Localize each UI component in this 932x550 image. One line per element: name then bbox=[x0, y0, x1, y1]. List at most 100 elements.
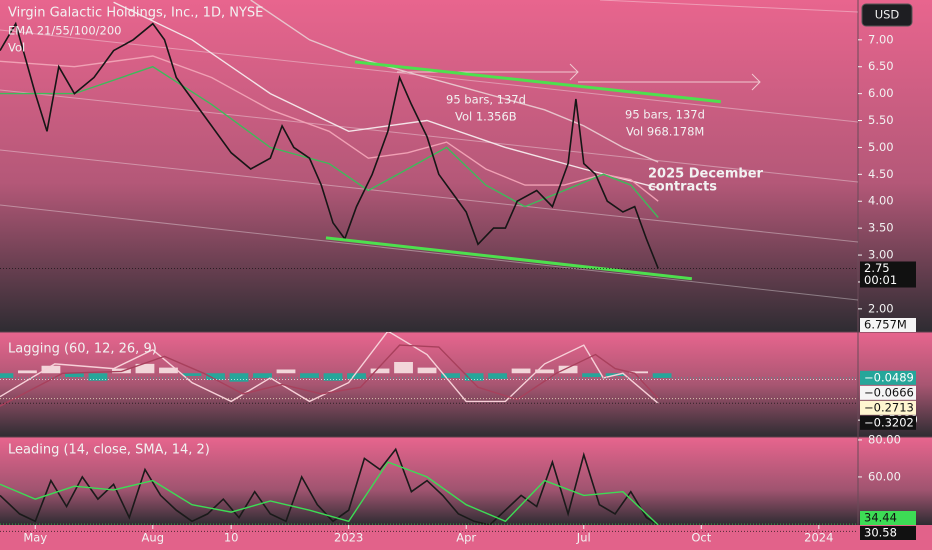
x-tick-label: 10 bbox=[224, 531, 239, 545]
series-line bbox=[0, 332, 659, 404]
histogram-bar bbox=[182, 373, 202, 377]
y-tick-label: 60.00 bbox=[868, 469, 901, 483]
indicator-label: EMA 21/55/100/200 bbox=[8, 24, 122, 38]
price-tag-label: −0.2713 bbox=[864, 400, 914, 414]
price-tag-label: 2.75 bbox=[864, 261, 890, 275]
annotation: contracts bbox=[648, 180, 717, 195]
histogram-bar bbox=[65, 373, 84, 377]
series-line bbox=[0, 447, 659, 525]
arrow-head bbox=[751, 73, 761, 91]
price-tag-label: 34.44 bbox=[864, 511, 897, 525]
x-tick-label: Aug bbox=[142, 531, 164, 545]
histogram-bar bbox=[0, 373, 14, 378]
volume-label: Vol bbox=[8, 41, 25, 55]
series-line bbox=[113, 1, 659, 189]
y-tick-label: 80.00 bbox=[868, 432, 901, 446]
price-tag bbox=[860, 511, 916, 525]
y-tick-label: 5.50 bbox=[868, 113, 894, 127]
histogram-bar bbox=[276, 369, 296, 374]
histogram-bar bbox=[253, 373, 272, 378]
price-tag bbox=[860, 415, 916, 430]
annotation: Vol 1.356B bbox=[455, 110, 517, 124]
histogram-bar bbox=[629, 371, 649, 374]
y-tick-label: 7.00 bbox=[868, 32, 894, 46]
histogram-bar bbox=[370, 368, 390, 374]
pane-title: Lagging (60, 12, 26, 9) bbox=[8, 342, 157, 357]
plot-layer: MayAug102023AprJulOct20242.002.503.003.5… bbox=[0, 0, 918, 545]
volume-tag bbox=[860, 318, 916, 332]
arrow-head bbox=[569, 63, 579, 81]
volume-tag-label: 6.757M bbox=[864, 318, 907, 332]
annotation: 95 bars, 137d bbox=[625, 108, 705, 122]
x-tick-label: Apr bbox=[456, 531, 476, 545]
series-line bbox=[0, 344, 659, 407]
histogram-bar bbox=[535, 369, 554, 374]
pane-plot bbox=[0, 447, 659, 525]
chart-title: Virgin Galactic Holdings, Inc., 1D, NYSE bbox=[8, 6, 263, 21]
x-tick-label: May bbox=[23, 531, 47, 545]
histogram-bar bbox=[417, 367, 437, 374]
annotation: Vol 968.178M bbox=[626, 125, 704, 139]
annotation: 95 bars, 137d bbox=[446, 93, 526, 107]
price-tag-time: 00:01 bbox=[864, 273, 897, 287]
trend-line bbox=[354, 60, 722, 104]
y-tick-label: 3.00 bbox=[868, 248, 894, 262]
histogram-bar bbox=[558, 365, 578, 374]
currency-label[interactable]: USD bbox=[875, 8, 900, 22]
pane-plot bbox=[0, 0, 659, 269]
currency-button[interactable] bbox=[861, 3, 913, 27]
trend-line bbox=[325, 236, 693, 281]
x-tick-label: Oct bbox=[691, 531, 711, 545]
y-tick-label: 5.00 bbox=[868, 140, 894, 154]
x-tick-label: 2024 bbox=[804, 531, 833, 545]
pane-plot bbox=[0, 332, 672, 407]
histogram-bar bbox=[464, 373, 484, 381]
lagging-pane bbox=[0, 332, 932, 437]
channel-line bbox=[0, 204, 859, 301]
histogram-bar bbox=[323, 373, 343, 381]
price-tag bbox=[860, 261, 916, 288]
leading-pane bbox=[0, 437, 932, 525]
histogram-bar bbox=[229, 373, 249, 382]
series-line bbox=[250, 0, 659, 163]
histogram-bar bbox=[88, 373, 108, 381]
y-tick-label: 6.50 bbox=[868, 59, 894, 73]
time-axis bbox=[0, 525, 932, 550]
price-tag-label: −0.0666 bbox=[864, 385, 914, 399]
histogram-bar bbox=[300, 373, 319, 378]
price-tag-label: 30.58 bbox=[864, 526, 897, 540]
histogram-bar bbox=[206, 373, 225, 380]
histogram-bar bbox=[41, 365, 61, 374]
measure-arrows bbox=[397, 63, 761, 91]
pane-title: Leading (14, close, SMA, 14, 2) bbox=[8, 443, 210, 458]
price-tag-label: −0.3202 bbox=[864, 415, 914, 429]
x-tick-label: Jul bbox=[576, 531, 591, 545]
histogram-bar bbox=[18, 370, 37, 374]
histogram-bar bbox=[347, 373, 366, 379]
y-tick-label: 3.50 bbox=[868, 221, 894, 235]
channel-line bbox=[0, 89, 859, 183]
price-tag bbox=[860, 526, 916, 540]
series-line bbox=[0, 21, 659, 269]
histogram-bar bbox=[135, 363, 155, 374]
channel-line bbox=[599, 0, 859, 13]
histogram-bar bbox=[441, 373, 460, 378]
y-tick-label: 4.00 bbox=[868, 194, 894, 208]
histogram-bar bbox=[511, 368, 531, 374]
histogram-bar bbox=[488, 373, 507, 379]
histogram-bar bbox=[652, 373, 672, 378]
price-tag bbox=[860, 385, 916, 400]
y-tick-label: 6.00 bbox=[868, 86, 894, 100]
series-line bbox=[0, 65, 659, 218]
y-tick-label: 4.50 bbox=[868, 167, 894, 181]
regression-channel bbox=[0, 0, 859, 301]
channel-line bbox=[0, 149, 859, 243]
channel-line bbox=[0, 29, 859, 123]
annotation: 2025 December bbox=[648, 167, 764, 182]
y-tick-label: 2.00 bbox=[868, 301, 894, 315]
price-tag bbox=[860, 400, 916, 415]
price-tag bbox=[860, 370, 916, 385]
histogram-bar bbox=[159, 367, 178, 374]
histogram-bar bbox=[394, 362, 413, 374]
